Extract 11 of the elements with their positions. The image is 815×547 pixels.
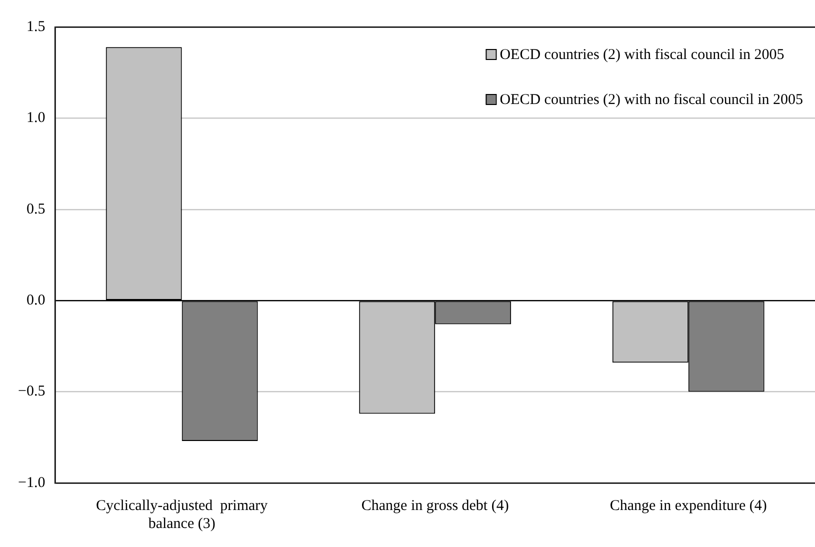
legend-label: OECD countries (2) with no fiscal council in 2005: [500, 92, 804, 108]
x-tick-label: Change in gross debt (4): [361, 498, 509, 514]
y-tick-label: −1.0: [18, 474, 46, 491]
y-tick-label: −0.5: [18, 384, 46, 400]
legend-label: OECD countries (2) with fiscal council in 2005: [500, 46, 784, 63]
x-tick-label: Change in expenditure (4): [610, 498, 767, 514]
x-tick-label: Cyclically-adjusted primary balance (3): [96, 498, 268, 532]
y-tick-label: 1.0: [26, 110, 46, 126]
y-tick-label: 1.5: [26, 18, 46, 35]
y-tick-label: 0.0: [26, 292, 46, 309]
y-tick-label: 0.5: [26, 201, 46, 218]
